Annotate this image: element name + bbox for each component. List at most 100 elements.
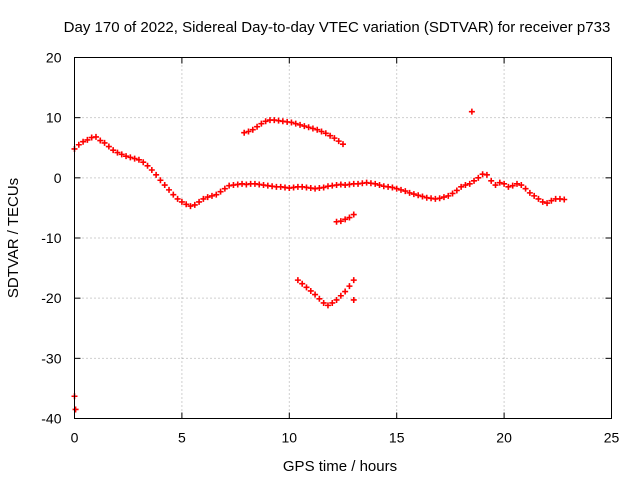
- data-point: [539, 198, 546, 205]
- x-tick-label: 20: [496, 430, 512, 446]
- x-tick-label: 10: [282, 430, 298, 446]
- x-tick-label: 5: [178, 430, 186, 446]
- data-point: [135, 156, 142, 163]
- data-point: [522, 185, 529, 192]
- data-point: [342, 216, 349, 223]
- data-point: [350, 296, 357, 303]
- data-point: [80, 138, 87, 145]
- data-point: [531, 192, 538, 199]
- data-point: [376, 182, 383, 189]
- data-point: [561, 196, 568, 203]
- data-point: [153, 171, 160, 178]
- data-point: [327, 132, 334, 139]
- data-point: [526, 189, 533, 196]
- data-point: [513, 180, 520, 187]
- data-point: [335, 138, 342, 145]
- data-point: [346, 214, 353, 221]
- x-tick-label: 0: [71, 430, 79, 446]
- x-tick-label: 15: [389, 430, 405, 446]
- data-point: [436, 195, 443, 202]
- data-point: [84, 136, 91, 143]
- data-point: [314, 126, 321, 133]
- data-point: [415, 192, 422, 199]
- data-point: [245, 128, 252, 135]
- data-point: [288, 119, 295, 126]
- data-point: [372, 180, 379, 187]
- data-point: [297, 121, 304, 128]
- data-point: [305, 124, 312, 131]
- data-point: [161, 182, 168, 189]
- data-point: [331, 135, 338, 142]
- data-point: [492, 182, 499, 189]
- data-point: [196, 198, 203, 205]
- data-point: [166, 186, 173, 193]
- data-point: [312, 291, 319, 298]
- data-point: [329, 299, 336, 306]
- data-point: [294, 277, 301, 284]
- tick-labels: 0 5 10 15 20 25 -40 -30 -20 -10 0 10 20: [41, 50, 619, 446]
- y-tick-label: 20: [46, 50, 62, 66]
- data-point: [544, 200, 551, 207]
- data-point: [449, 190, 456, 197]
- data-point: [258, 120, 265, 127]
- data-point: [440, 194, 447, 201]
- data-point: [127, 154, 134, 161]
- data-point: [505, 183, 512, 190]
- data-point: [340, 141, 346, 148]
- series-short-segment: [333, 211, 357, 225]
- data-point: [346, 283, 353, 290]
- y-tick-label: 10: [46, 110, 62, 126]
- data-point: [316, 295, 323, 302]
- data-point: [410, 191, 417, 198]
- data-point: [309, 125, 316, 132]
- data-point: [187, 203, 194, 210]
- data-point: [342, 288, 349, 295]
- data-point: [466, 180, 473, 187]
- data-point: [144, 162, 151, 169]
- data-point: [72, 406, 79, 413]
- data-point: [337, 218, 344, 225]
- data-point: [191, 201, 198, 208]
- data-point: [406, 189, 413, 196]
- data-point: [320, 184, 327, 191]
- data-point: [350, 277, 357, 284]
- grid: [74, 57, 612, 419]
- x-axis-title: GPS time / hours: [283, 458, 397, 475]
- y-tick-label: -20: [41, 290, 61, 306]
- data-point: [318, 128, 325, 135]
- data-point: [217, 188, 224, 195]
- data-point: [174, 195, 181, 202]
- data-point: [320, 299, 327, 306]
- data-point: [75, 141, 82, 148]
- data-point: [397, 186, 404, 193]
- y-tick-label: -10: [41, 230, 61, 246]
- y-tick-label: -40: [41, 411, 61, 427]
- y-tick-label: -30: [41, 350, 61, 366]
- data-point: [471, 177, 478, 184]
- data-point: [101, 139, 108, 146]
- data-point: [475, 174, 482, 181]
- data-point: [322, 130, 329, 137]
- data-point: [249, 126, 256, 133]
- series-lower-arc: [294, 277, 357, 309]
- data-point: [501, 180, 508, 187]
- data-point: [140, 159, 147, 166]
- data-point: [183, 201, 190, 208]
- x-tick-label: 25: [604, 430, 620, 446]
- data-point: [462, 182, 469, 189]
- data-point: [445, 192, 452, 199]
- data-point: [178, 198, 185, 205]
- data-point: [419, 193, 426, 200]
- data-point: [303, 284, 310, 291]
- data-point: [105, 143, 112, 150]
- data-point: [148, 167, 155, 174]
- data-point: [262, 118, 269, 125]
- data-point: [301, 123, 308, 130]
- data-point: [97, 137, 104, 144]
- data-point: [337, 292, 344, 299]
- chart-title: Day 170 of 2022, Sidereal Day-to-day VTE…: [64, 19, 611, 36]
- series-upper-arc: [241, 117, 346, 148]
- data-point: [458, 183, 465, 190]
- plot-frame: [74, 57, 612, 419]
